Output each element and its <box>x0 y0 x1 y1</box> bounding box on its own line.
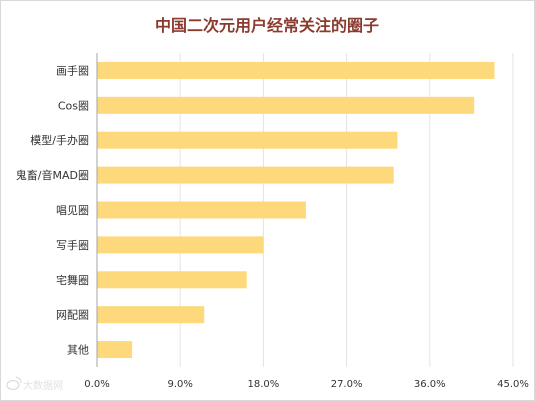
x-tick-label: 36.0% <box>414 379 446 390</box>
bars <box>97 61 495 359</box>
watermark: 大数据网 <box>6 376 63 392</box>
bar <box>97 201 306 219</box>
x-tick-label: 18.0% <box>248 379 280 390</box>
x-tick-label: 9.0% <box>167 379 192 390</box>
bar <box>97 341 133 359</box>
bar <box>97 166 394 184</box>
chart-title: 中国二次元用户经常关注的圈子 <box>155 16 379 35</box>
x-tick-label: 45.0% <box>497 379 529 390</box>
bar <box>97 61 495 79</box>
category-label: 宅舞圈 <box>56 273 89 287</box>
x-tick-labels: 0.0% 9.0% 18.0% 27.0% 36.0% 45.0% <box>84 379 529 390</box>
x-tick-label: 0.0% <box>84 379 109 390</box>
bar <box>97 271 247 289</box>
bar <box>97 306 205 324</box>
bar <box>97 236 264 254</box>
category-label: 鬼畜/音MAD圈 <box>16 168 89 182</box>
category-label: 唱见圈 <box>56 204 89 217</box>
category-label: 其他 <box>67 344 89 357</box>
category-label: 画手圈 <box>56 63 89 77</box>
x-tick-label: 27.0% <box>331 379 363 390</box>
category-label: 模型/手办圈 <box>30 133 89 147</box>
bar <box>97 96 475 114</box>
category-label: 网配圈 <box>56 309 89 322</box>
category-label: 写手圈 <box>56 238 89 252</box>
bar <box>97 131 398 149</box>
category-label: Cos圈 <box>58 99 89 112</box>
watermark-text: 大数据网 <box>23 379 63 392</box>
weibo-icon <box>6 376 22 390</box>
